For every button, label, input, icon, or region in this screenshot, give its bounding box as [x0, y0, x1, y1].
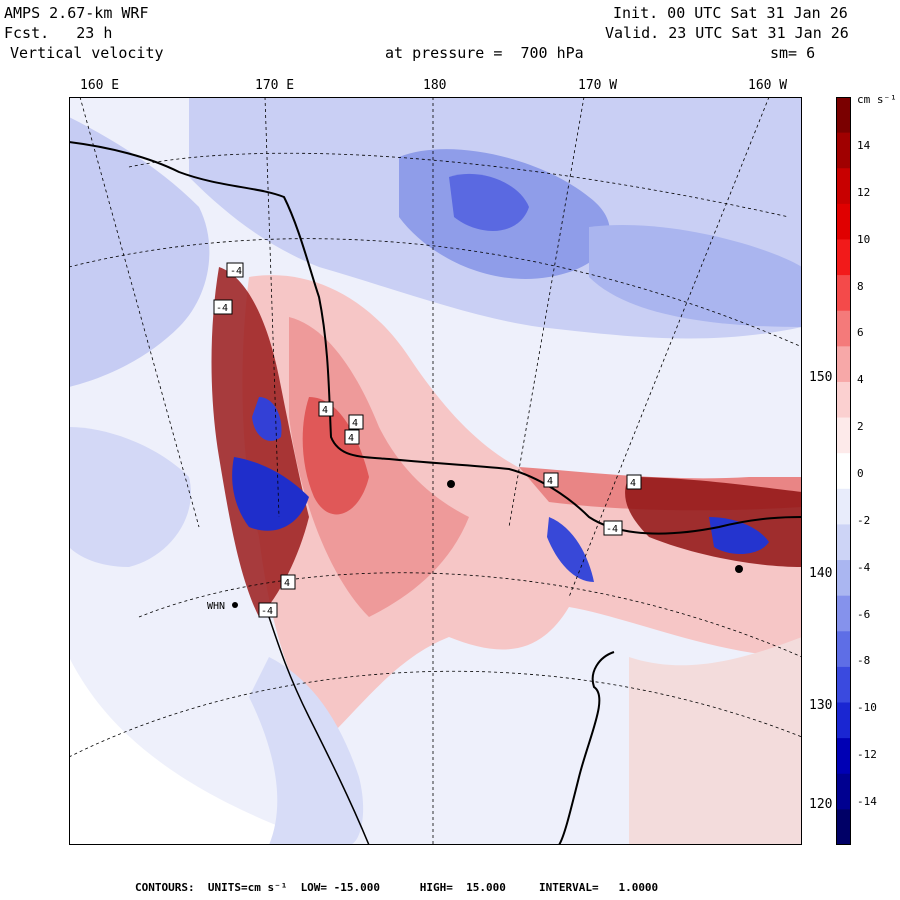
colorbar-segment	[836, 310, 851, 347]
mountain-wave-sink-west	[232, 457, 309, 531]
lon-label-180: 180	[423, 78, 447, 93]
map-frame	[69, 97, 802, 845]
colorbar-units: cm s⁻¹	[857, 93, 897, 106]
graticule	[69, 97, 802, 845]
rising-region-central	[242, 275, 802, 737]
colorbar-segment	[836, 809, 851, 845]
coastline-south-west	[268, 616, 370, 845]
station-marker	[447, 480, 455, 488]
colorbar-segment	[836, 168, 851, 205]
contour-label: 4	[284, 578, 290, 589]
contour-label: 4	[348, 433, 354, 444]
sinking-region-south	[249, 657, 364, 845]
station-marker-whn	[232, 602, 238, 608]
variable-name: Vertical velocity	[10, 44, 164, 62]
colorbar-segment	[836, 239, 851, 276]
colorbar-segment	[836, 702, 851, 739]
colorbar-segment	[836, 773, 851, 810]
colorbar-segment	[836, 666, 851, 704]
colorbar-segment	[836, 524, 851, 561]
colorbar-tick-label: -6	[857, 607, 871, 621]
forecast-hour: Fcst. 23 h	[4, 24, 113, 42]
model-title: AMPS 2.67-km WRF	[4, 4, 149, 22]
smoothing: sm= 6	[770, 44, 816, 62]
colorbar-tick-label: 12	[857, 185, 871, 199]
contour-label: -4	[230, 266, 242, 277]
mountain-wave-zone-west	[211, 267, 309, 617]
colorbar-tick-label: 2	[857, 420, 864, 434]
contour-label: 4	[630, 478, 636, 489]
rising-region-core	[289, 317, 469, 617]
vertical-velocity-map: -4 4 4 4 -4 4 4 -4 4 -4 WHN	[69, 97, 802, 845]
lon-label-170e: 170 E	[255, 78, 295, 93]
off-domain-corner	[69, 657, 329, 845]
lon-label-160w: 160 W	[748, 78, 788, 93]
colorbar-segment	[836, 488, 851, 525]
colorbar-tick-label: 8	[857, 279, 864, 293]
contour-label: 4	[322, 405, 328, 416]
colorbar-tick-label: 6	[857, 326, 864, 340]
sinking-region-west-south	[69, 427, 191, 567]
colorbar	[836, 97, 851, 845]
colorbar-tick-label: 4	[857, 373, 864, 387]
rising-region-south-east	[629, 637, 802, 845]
colorbar-segment	[836, 346, 851, 383]
colorbar-segment	[836, 453, 851, 490]
colorbar-tick-label: -8	[857, 654, 871, 668]
contour-label: 4	[352, 418, 358, 429]
rising-region-strong	[302, 397, 369, 515]
contour-label: -4	[261, 606, 273, 617]
sinking-region-northeast	[589, 225, 802, 327]
station-marker	[735, 565, 743, 573]
colorbar-tick-label: 14	[857, 139, 871, 152]
colorbar-segment	[836, 275, 851, 312]
station-label-whn: WHN	[207, 601, 225, 612]
contour-info: CONTOURS: UNITS=cm s⁻¹ LOW= -15.000 HIGH…	[135, 881, 659, 894]
mountain-wave-sink-mid	[547, 517, 594, 582]
colorbar-segment	[836, 738, 851, 775]
contour-labels: -4 4 4 4 -4 4 4 -4 4 -4	[213, 262, 642, 618]
pressure-level: at pressure = 700 hPa	[385, 44, 584, 62]
contour-label: -4	[216, 303, 228, 314]
mountain-wave-sink-west-2	[252, 397, 282, 441]
colorbar-segment	[836, 132, 851, 169]
colorbar-segment	[836, 560, 851, 597]
colorbar-tick-label: -12	[857, 748, 877, 762]
colorbar-tick-label: -4	[857, 560, 871, 574]
contour-label: -4	[606, 524, 618, 535]
sinking-core-north-strong	[449, 173, 529, 231]
colorbar-segment	[836, 97, 851, 134]
colorbar-segment	[836, 417, 851, 454]
lon-label-170w: 170 W	[578, 78, 618, 93]
colorbar-tick-label: 10	[857, 232, 871, 246]
contour-label: 4	[547, 476, 553, 487]
colorbar-tick-label: -10	[857, 701, 877, 715]
coastline	[69, 141, 802, 535]
colorbar-segment	[836, 595, 851, 632]
coastline-south-east	[558, 651, 615, 845]
colorbar-tick-label: -14	[857, 795, 877, 808]
colorbar-tick-label: -2	[857, 513, 871, 527]
colorbar-tick-label: 0	[857, 467, 864, 480]
colorbar-segment	[836, 203, 851, 240]
valid-time: Valid. 23 UTC Sat 31 Jan 26	[605, 24, 849, 42]
init-time: Init. 00 UTC Sat 31 Jan 26	[613, 4, 848, 22]
colorbar-segment	[836, 631, 851, 668]
lon-label-160e: 160 E	[80, 78, 120, 93]
colorbar-segment	[836, 381, 851, 419]
